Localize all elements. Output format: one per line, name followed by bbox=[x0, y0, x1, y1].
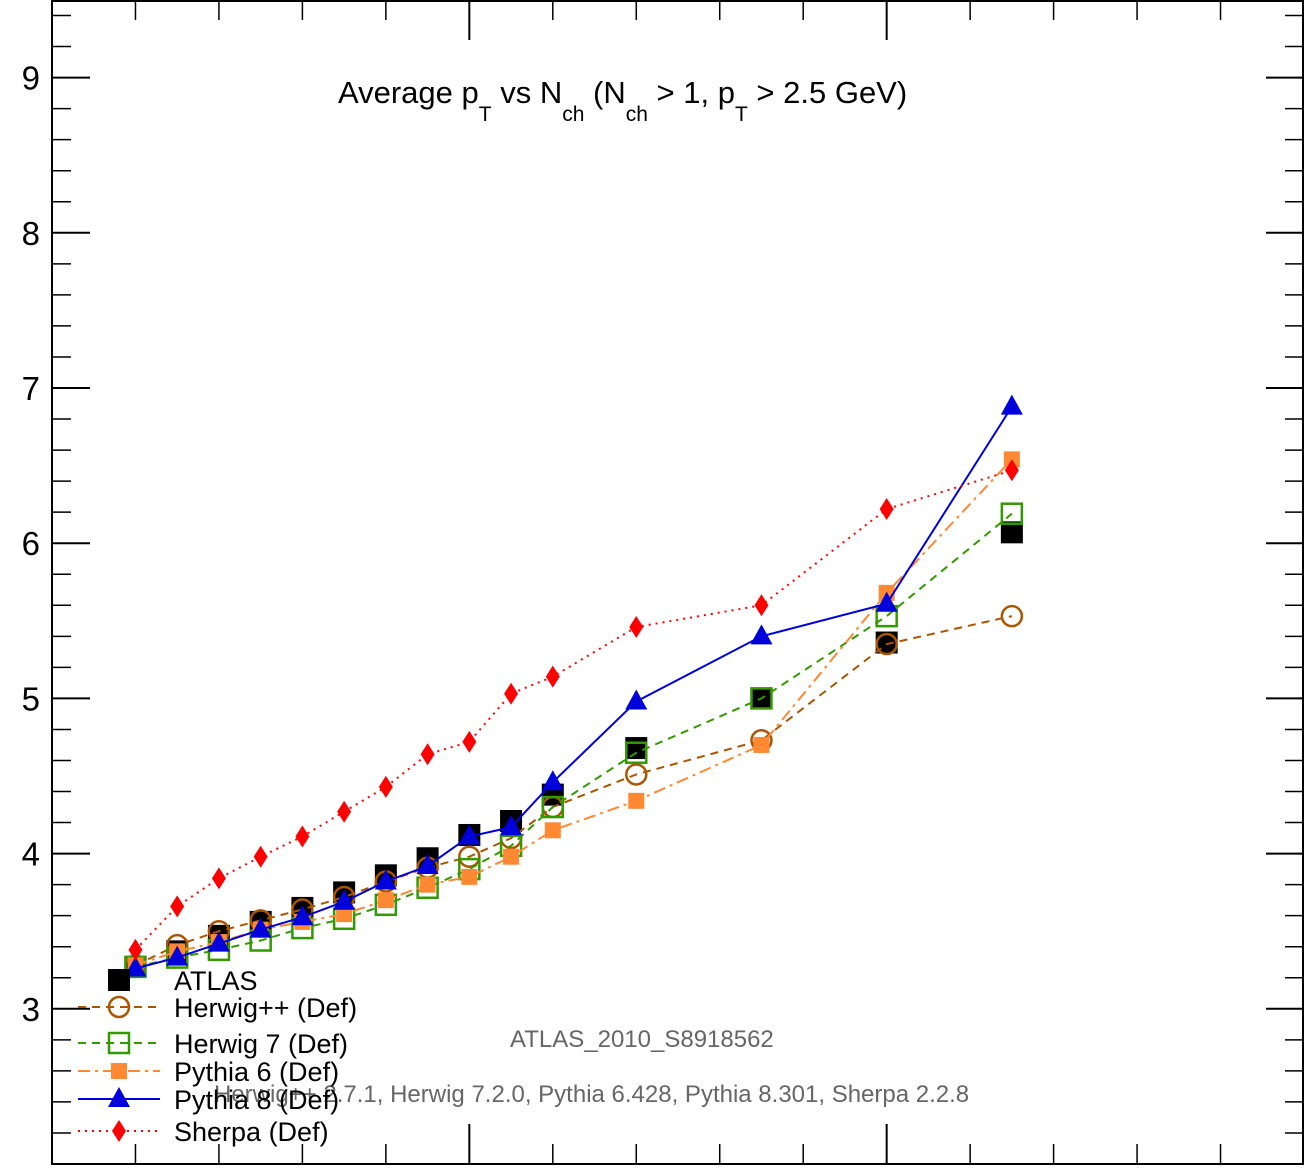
point-marker bbox=[337, 800, 352, 823]
point-marker bbox=[336, 906, 353, 923]
point-marker bbox=[1000, 521, 1023, 544]
point-marker bbox=[754, 594, 769, 617]
point-marker bbox=[629, 616, 644, 639]
legend-item: Herwig++ (Def) bbox=[78, 993, 357, 1023]
y-tick-label: 6 bbox=[22, 525, 40, 562]
point-marker bbox=[461, 868, 478, 885]
point-marker bbox=[374, 869, 397, 890]
point-marker bbox=[419, 876, 436, 893]
legend-item: Sherpa (Def) bbox=[78, 1117, 329, 1147]
series-sherpa-def bbox=[128, 459, 1019, 961]
series-line bbox=[134, 469, 1013, 951]
point-marker bbox=[128, 938, 143, 961]
point-marker bbox=[211, 867, 226, 890]
y-tick-label: 9 bbox=[22, 60, 40, 97]
point-marker bbox=[544, 822, 561, 839]
y-tick-label: 8 bbox=[22, 215, 40, 252]
point-marker bbox=[249, 917, 272, 938]
point-marker bbox=[458, 824, 481, 845]
point-marker bbox=[108, 969, 130, 991]
point-marker bbox=[462, 730, 477, 753]
point-marker bbox=[377, 892, 394, 909]
version-label: Herwig++ 2.7.1, Herwig 7.2.0, Pythia 6.4… bbox=[214, 1081, 969, 1108]
point-marker bbox=[879, 498, 894, 521]
y-tick-label: 7 bbox=[22, 370, 40, 407]
point-marker bbox=[333, 889, 356, 910]
legend-item: Pythia 6 (Def) bbox=[78, 1057, 339, 1087]
point-marker bbox=[1000, 502, 1024, 525]
point-marker bbox=[875, 591, 898, 612]
legend-item: Herwig 7 (Def) bbox=[78, 1029, 348, 1059]
point-marker bbox=[1000, 604, 1024, 628]
point-marker bbox=[625, 763, 648, 786]
point-marker bbox=[541, 795, 565, 819]
y-tick-label: 4 bbox=[22, 836, 40, 873]
axes-group: 3 4 5 6 7 8 9 bbox=[22, 0, 1304, 1165]
point-marker bbox=[750, 624, 773, 645]
point-marker bbox=[166, 945, 189, 966]
point-marker bbox=[253, 845, 268, 868]
point-marker bbox=[753, 736, 770, 753]
legend-label: Sherpa (Def) bbox=[174, 1117, 329, 1147]
point-marker bbox=[625, 737, 648, 760]
point-marker bbox=[107, 1031, 131, 1055]
analysis-label: ATLAS_2010_S8918562 bbox=[510, 1026, 774, 1053]
series-line bbox=[135, 512, 1013, 968]
point-marker bbox=[875, 632, 898, 656]
point-marker bbox=[458, 845, 481, 868]
legend-label: Pythia 6 (Def) bbox=[174, 1057, 339, 1087]
point-marker bbox=[500, 815, 523, 836]
point-marker bbox=[504, 682, 519, 705]
legend-label: ATLAS bbox=[174, 966, 258, 996]
legend-label: Herwig++ (Def) bbox=[174, 993, 357, 1023]
point-marker bbox=[295, 825, 310, 848]
chart-title: Average pT vs Nch (Nch > 1, pT > 2.5 GeV… bbox=[338, 75, 907, 126]
point-marker bbox=[545, 665, 560, 688]
point-marker bbox=[625, 741, 648, 764]
y-tick-label: 3 bbox=[22, 991, 40, 1028]
point-marker bbox=[108, 1087, 130, 1107]
point-marker bbox=[170, 895, 185, 918]
point-marker bbox=[1004, 459, 1019, 482]
point-marker bbox=[628, 792, 645, 809]
point-marker bbox=[416, 854, 439, 875]
point-marker bbox=[107, 995, 131, 1019]
point-marker bbox=[750, 687, 773, 710]
series-pythia-8-def bbox=[124, 394, 1023, 977]
point-marker bbox=[112, 1120, 126, 1142]
point-marker bbox=[420, 743, 435, 766]
point-marker bbox=[625, 689, 648, 710]
point-marker bbox=[503, 848, 520, 865]
legend-label: Pythia 8 (Def) bbox=[174, 1085, 339, 1115]
legend-item: ATLAS bbox=[108, 966, 258, 996]
plot-frame bbox=[51, 0, 1304, 1165]
y-tick-label: 5 bbox=[22, 680, 40, 717]
point-marker bbox=[291, 905, 314, 926]
point-marker bbox=[207, 931, 230, 952]
point-marker bbox=[541, 770, 564, 791]
legend-label: Herwig 7 (Def) bbox=[174, 1029, 348, 1059]
point-marker bbox=[111, 1063, 127, 1079]
point-marker bbox=[378, 775, 393, 798]
legend-item: Pythia 8 (Def) bbox=[78, 1085, 339, 1115]
point-marker bbox=[1000, 394, 1023, 415]
